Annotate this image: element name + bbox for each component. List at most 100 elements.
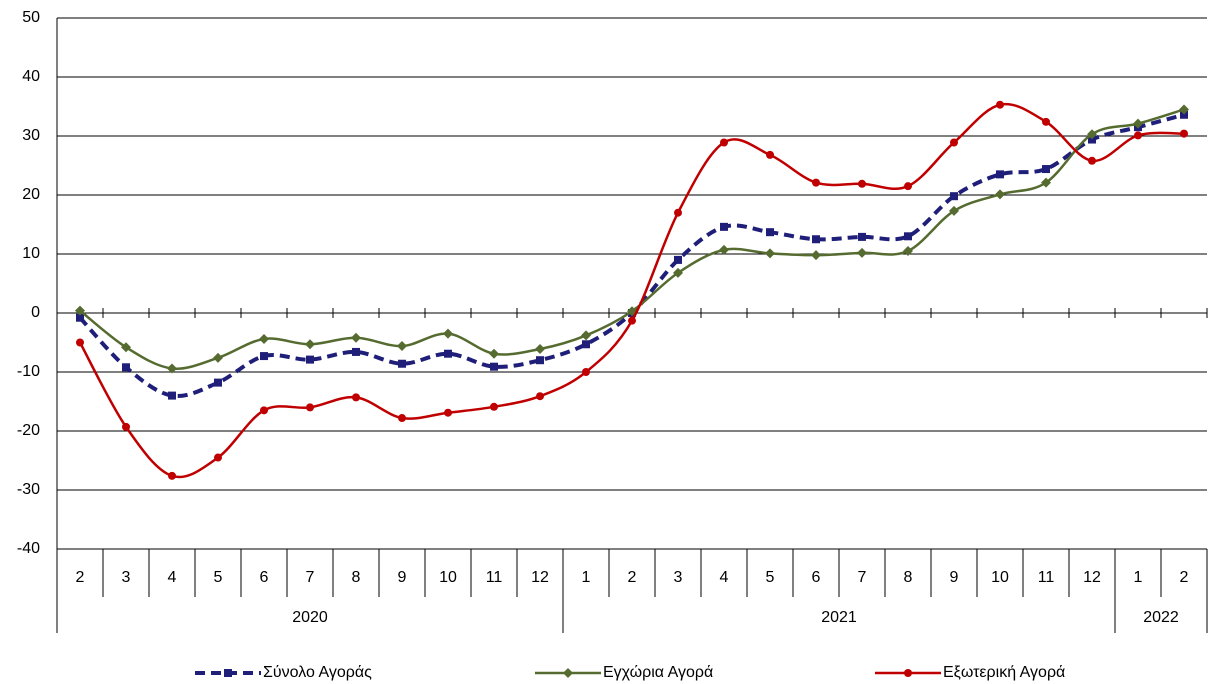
marker — [811, 250, 821, 261]
marker — [1179, 104, 1189, 115]
marker — [719, 244, 729, 255]
marker — [397, 341, 407, 352]
marker — [949, 205, 959, 216]
x-group-label: 2021 — [821, 609, 857, 626]
legend-marker — [224, 669, 232, 677]
x-tick-label: 9 — [398, 569, 407, 586]
marker — [858, 232, 866, 241]
marker — [122, 422, 130, 431]
marker — [765, 248, 775, 259]
x-tick-label: 2 — [1180, 569, 1189, 586]
series-line — [78, 102, 1185, 479]
marker — [858, 179, 866, 188]
x-tick-label: 2 — [628, 569, 637, 586]
marker — [766, 150, 774, 159]
x-tick-label: 6 — [260, 569, 269, 586]
marker — [260, 352, 268, 361]
marker — [996, 170, 1004, 179]
marker — [720, 222, 728, 231]
marker — [535, 343, 545, 354]
marker — [995, 189, 1005, 200]
marker — [582, 368, 590, 376]
marker — [1042, 117, 1050, 126]
marker — [720, 138, 728, 147]
x-tick-label: 8 — [904, 569, 913, 586]
marker — [443, 328, 453, 339]
x-tick-label: 5 — [766, 569, 775, 586]
marker — [1134, 131, 1142, 140]
marker — [766, 228, 774, 237]
marker — [950, 192, 958, 201]
marker — [351, 332, 361, 343]
legend-marker — [563, 668, 573, 678]
marker — [673, 267, 683, 278]
marker — [904, 182, 912, 191]
x-tick-label: 7 — [306, 569, 315, 586]
legend-marker — [904, 669, 912, 677]
x-tick-label: 9 — [950, 569, 959, 586]
legend-label: Εγχώρια Αγορά — [603, 664, 713, 681]
x-tick-label: 11 — [1038, 569, 1055, 586]
marker — [122, 363, 130, 372]
series-line — [78, 112, 1185, 399]
x-tick-label: 3 — [674, 569, 683, 586]
marker — [1180, 129, 1188, 138]
marker — [306, 403, 314, 412]
x-tick-label: 1 — [1134, 569, 1143, 586]
marker — [1088, 135, 1096, 144]
y-tick-label: -10 — [17, 363, 40, 380]
marker — [536, 356, 544, 365]
marker — [352, 393, 360, 402]
marker — [444, 349, 452, 358]
marker — [444, 408, 452, 417]
y-tick-label: -40 — [17, 540, 40, 557]
x-tick-label: 11 — [486, 569, 503, 586]
marker — [306, 355, 314, 364]
marker — [812, 178, 820, 187]
marker — [996, 100, 1004, 109]
marker — [812, 235, 820, 244]
y-tick-label: 10 — [22, 245, 40, 262]
marker — [214, 453, 222, 462]
marker — [213, 352, 223, 363]
x-tick-label: 12 — [531, 569, 549, 586]
marker — [490, 402, 498, 411]
x-tick-label: 10 — [991, 569, 1009, 586]
marker — [490, 362, 498, 371]
marker — [305, 339, 315, 350]
marker — [259, 333, 269, 344]
y-tick-label: 0 — [31, 304, 40, 321]
marker — [903, 246, 913, 257]
y-tick-label: -30 — [17, 481, 40, 498]
marker — [76, 313, 84, 322]
marker — [950, 138, 958, 147]
marker — [167, 363, 177, 374]
marker — [489, 348, 499, 359]
x-tick-label: 8 — [352, 569, 361, 586]
marker — [398, 359, 406, 368]
marker — [674, 255, 682, 264]
marker — [628, 316, 636, 325]
marker — [398, 414, 406, 423]
x-tick-label: 12 — [1083, 569, 1101, 586]
x-tick-label: 7 — [858, 569, 867, 586]
marker — [1180, 110, 1188, 119]
marker — [536, 392, 544, 401]
x-tick-label: 2 — [76, 569, 85, 586]
x-tick-label: 4 — [168, 569, 177, 586]
y-tick-label: 50 — [22, 9, 40, 26]
legend-label: Εξωτερική Αγορά — [943, 664, 1065, 681]
marker — [1087, 129, 1097, 140]
x-tick-label: 5 — [214, 569, 223, 586]
marker — [75, 305, 85, 316]
marker — [121, 342, 131, 353]
x-tick-label: 6 — [812, 569, 821, 586]
y-tick-label: 40 — [22, 68, 40, 85]
marker — [857, 247, 867, 258]
y-tick-label: 30 — [22, 127, 40, 144]
marker — [1133, 118, 1143, 129]
marker — [1088, 156, 1096, 165]
marker — [76, 338, 84, 347]
marker — [352, 347, 360, 356]
